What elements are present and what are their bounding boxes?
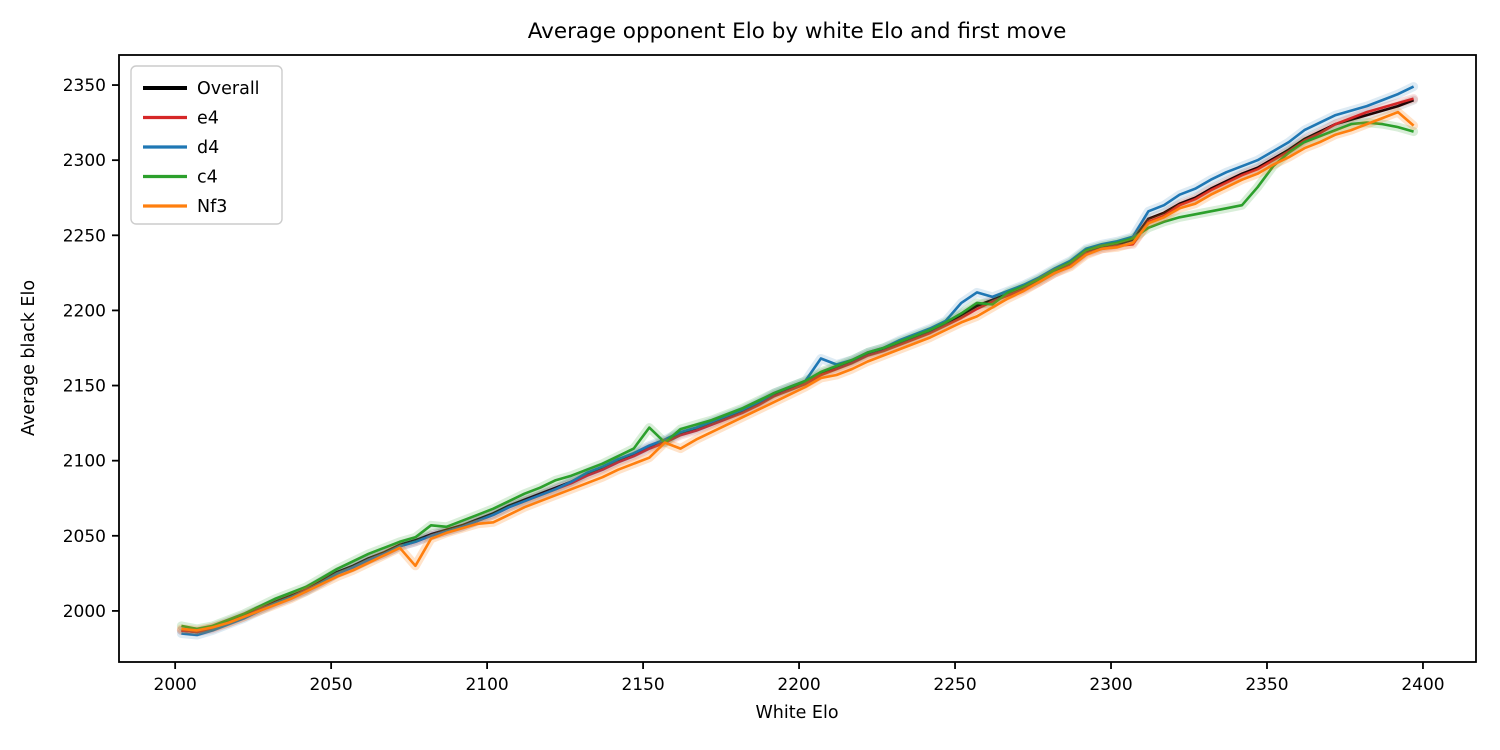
plot-border (118, 54, 1477, 663)
legend-label-e4: e4 (197, 109, 219, 129)
y-tick-label: 2000 (63, 602, 106, 622)
legend-label-d4: d4 (197, 138, 219, 158)
x-tick-label: 2250 (933, 675, 976, 695)
y-tick-label: 2200 (63, 301, 106, 321)
y-tick-label: 2250 (63, 226, 106, 246)
y-tick-label: 2350 (63, 76, 106, 96)
axes-layer: 2000 2050 2100 2150 2200 2250 2300 2350 2400 2000… (63, 54, 1477, 695)
x-tick-label: 2200 (777, 675, 820, 695)
series-line-Nf3 (181, 110, 1415, 632)
y-tick-label: 2300 (63, 151, 106, 171)
x-tick-label: 2400 (1401, 675, 1444, 695)
y-tick-label: 2050 (63, 527, 106, 547)
legend-label-Nf3: Nf3 (197, 197, 227, 217)
plot-series-layer (176, 82, 1419, 640)
chart-title: Average opponent Elo by white Elo and fi… (528, 19, 1067, 44)
series-line-c4 (181, 121, 1414, 631)
x-tick-label: 2300 (1089, 675, 1132, 695)
y-tick-label: 2150 (63, 377, 106, 397)
x-tick-label: 2150 (621, 675, 664, 695)
x-tick-label: 2350 (1245, 675, 1288, 695)
x-tick-label: 2100 (465, 675, 508, 695)
legend-label-c4: c4 (197, 168, 218, 188)
legend-box (130, 65, 283, 225)
series-halo-c4 (176, 118, 1419, 634)
y-axis-label: Average black Elo (19, 280, 39, 436)
y-tick-label: 2100 (63, 452, 106, 472)
x-axis-label: White Elo (755, 703, 838, 723)
legend-label-Overall: Overall (197, 79, 260, 99)
x-tick-label: 2050 (309, 675, 352, 695)
x-tick-label: 2000 (154, 675, 197, 695)
legend: Overall e4 d4 c4 Nf3 (130, 65, 283, 225)
